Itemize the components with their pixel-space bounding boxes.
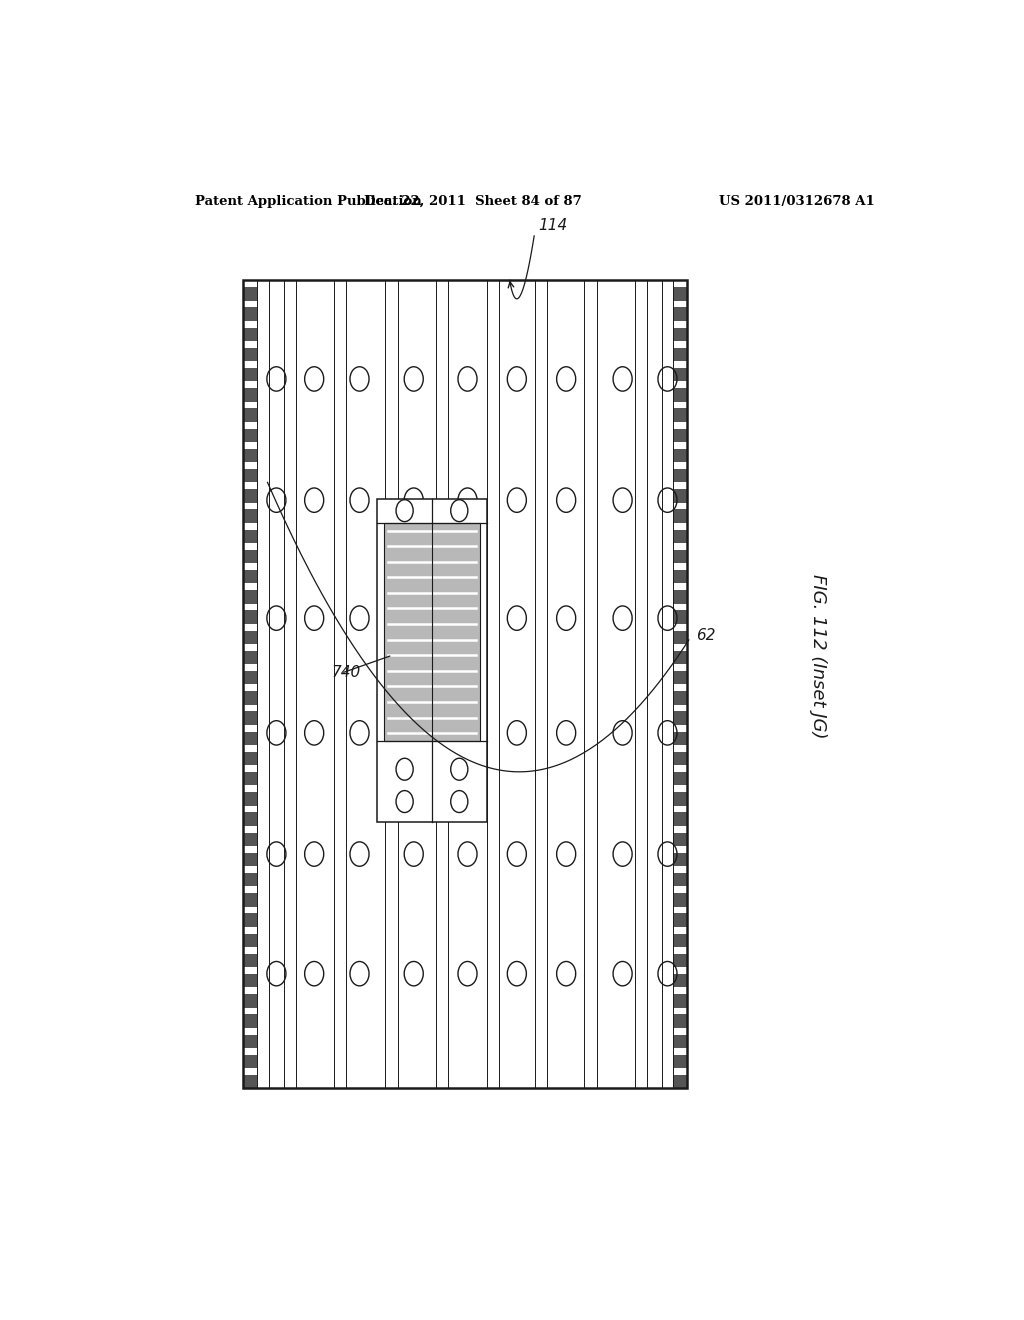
Bar — [243, 549, 257, 564]
Bar — [243, 469, 257, 482]
Bar — [673, 792, 687, 805]
Bar — [243, 408, 257, 422]
Bar — [673, 731, 687, 744]
Bar — [673, 308, 687, 321]
Bar — [673, 651, 687, 664]
Bar — [377, 499, 486, 822]
Bar — [243, 510, 257, 523]
Bar — [673, 772, 687, 785]
Bar — [673, 1074, 687, 1089]
Bar — [673, 833, 687, 846]
Bar — [243, 651, 257, 664]
Bar — [243, 833, 257, 846]
Bar — [673, 590, 687, 603]
Bar — [243, 1014, 257, 1028]
Bar — [243, 529, 257, 543]
Bar — [673, 671, 687, 684]
Bar — [673, 853, 687, 866]
Bar — [673, 327, 687, 341]
Bar — [673, 510, 687, 523]
Text: US 2011/0312678 A1: US 2011/0312678 A1 — [719, 194, 874, 207]
Bar — [243, 954, 257, 968]
Bar — [243, 1074, 257, 1089]
Bar — [243, 792, 257, 805]
Bar — [673, 347, 687, 362]
Bar — [243, 711, 257, 725]
Bar — [243, 347, 257, 362]
Bar — [673, 933, 687, 946]
Bar — [673, 692, 687, 705]
Bar — [673, 894, 687, 907]
Bar — [673, 631, 687, 644]
Bar — [243, 280, 687, 1089]
Bar — [243, 751, 257, 766]
Bar — [384, 523, 479, 741]
Text: 740: 740 — [332, 665, 361, 680]
Bar — [243, 368, 257, 381]
Bar — [673, 368, 687, 381]
Bar — [673, 812, 687, 826]
Bar — [673, 429, 687, 442]
Bar — [673, 873, 687, 887]
Text: 62: 62 — [696, 628, 716, 643]
Bar — [243, 853, 257, 866]
Bar — [243, 631, 257, 644]
Bar — [673, 469, 687, 482]
Bar — [243, 671, 257, 684]
Bar — [243, 1035, 257, 1048]
Bar — [673, 711, 687, 725]
Bar — [673, 449, 687, 462]
Bar — [673, 994, 687, 1007]
Bar — [243, 610, 257, 624]
Bar — [673, 529, 687, 543]
Bar — [673, 549, 687, 564]
Bar — [243, 894, 257, 907]
Bar — [243, 288, 257, 301]
Bar — [243, 1055, 257, 1068]
Bar — [673, 1014, 687, 1028]
Bar — [673, 610, 687, 624]
Bar — [673, 388, 687, 401]
Text: FIG. 112 (Inset JG): FIG. 112 (Inset JG) — [809, 574, 827, 739]
Bar — [673, 751, 687, 766]
Bar — [243, 308, 257, 321]
Text: Dec. 22, 2011  Sheet 84 of 87: Dec. 22, 2011 Sheet 84 of 87 — [365, 194, 582, 207]
Bar — [243, 692, 257, 705]
Bar — [243, 731, 257, 744]
Bar — [243, 280, 687, 1089]
Bar — [673, 288, 687, 301]
Bar — [243, 812, 257, 826]
Bar — [243, 933, 257, 946]
Bar — [673, 570, 687, 583]
Bar — [673, 408, 687, 422]
Bar — [243, 974, 257, 987]
Bar — [243, 327, 257, 341]
Bar — [243, 490, 257, 503]
Bar — [243, 913, 257, 927]
Bar — [673, 490, 687, 503]
Bar — [243, 388, 257, 401]
Bar — [243, 449, 257, 462]
Bar — [673, 1035, 687, 1048]
Bar — [243, 570, 257, 583]
Bar — [243, 429, 257, 442]
Bar — [673, 974, 687, 987]
Bar — [243, 994, 257, 1007]
Bar — [243, 590, 257, 603]
Text: 114: 114 — [539, 218, 567, 232]
Bar — [673, 954, 687, 968]
Bar — [673, 1055, 687, 1068]
Bar — [243, 873, 257, 887]
Bar — [673, 913, 687, 927]
Text: Patent Application Publication: Patent Application Publication — [196, 194, 422, 207]
Bar — [243, 772, 257, 785]
